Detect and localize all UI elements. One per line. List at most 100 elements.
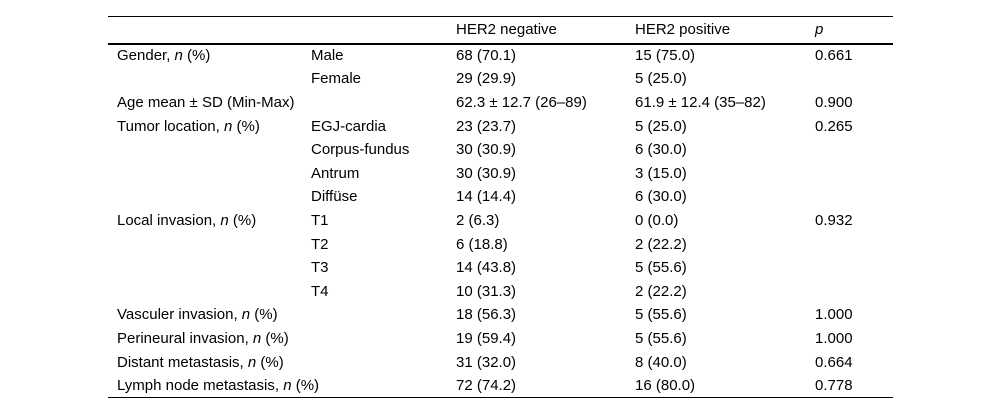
her2-positive-cell: 8 (40.0) [635, 353, 687, 371]
sub-label-cell: Male [311, 47, 344, 65]
her2-negative-cell: 2 (6.3) [456, 211, 500, 229]
p-value-cell [815, 138, 893, 162]
table-row: T4 10 (31.3) 2 (22.2) [108, 279, 893, 303]
row-label-suffix: (%) [182, 47, 211, 65]
table-row: Diffüse 14 (14.4) 6 (30.0) [108, 185, 893, 209]
row-label-text: Vasculer invasion, [117, 306, 242, 324]
her2-negative-cell: 10 (31.3) [456, 282, 517, 300]
row-label-suffix: (%) [261, 329, 289, 347]
row-label-suffix: (%) [232, 117, 260, 135]
sub-label-cell [311, 303, 456, 327]
her2-negative-cell: 14 (43.8) [456, 259, 517, 277]
p-value-cell [815, 279, 893, 303]
row-label-cell [108, 161, 311, 185]
sub-label-cell [311, 374, 456, 398]
row-label-italic-n: n [174, 47, 183, 65]
her2-negative-cell: 62.3 ± 12.7 (26–89) [456, 93, 587, 111]
her2-negative-cell: 30 (30.9) [456, 141, 517, 159]
her2-negative-cell: 19 (59.4) [456, 329, 517, 347]
table-row: T3 14 (43.8) 5 (55.6) [108, 256, 893, 280]
her2-negative-cell: 30 (30.9) [456, 164, 517, 182]
her2-negative-cell: 29 (29.9) [456, 70, 517, 88]
row-label-cell [108, 256, 311, 280]
p-value-cell: 1.000 [815, 329, 853, 347]
row-label-text: Age mean ± SD (Min-Max) [117, 93, 295, 111]
row-label-cell: Perineural invasion, n (%) [108, 327, 311, 351]
sub-label-cell: Antrum [311, 164, 360, 182]
her2-negative-cell: 18 (56.3) [456, 306, 517, 324]
sub-label-cell: Diffüse [311, 188, 358, 206]
p-value-cell [815, 67, 893, 91]
table-row: Corpus-fundus 30 (30.9) 6 (30.0) [108, 138, 893, 162]
table-row: Distant metastasis, n (%) 31 (32.0) 8 (4… [108, 350, 893, 374]
row-label-cell: Distant metastasis, n (%) [108, 350, 311, 374]
p-value-cell: 1.000 [815, 306, 853, 324]
header-her2-positive: HER2 positive [635, 21, 731, 39]
sub-label-cell: EGJ-cardia [311, 117, 387, 135]
p-value-cell: 0.265 [815, 117, 853, 135]
row-label-cell [108, 185, 311, 209]
table-row: Vasculer invasion, n (%) 18 (56.3) 5 (55… [108, 303, 893, 327]
row-label-cell: Tumor location, n (%) [108, 114, 311, 138]
her2-positive-cell: 2 (22.2) [635, 235, 687, 253]
row-label-italic-n: n [252, 329, 262, 347]
her2-positive-cell: 61.9 ± 12.4 (35–82) [635, 93, 766, 111]
sub-label-cell [311, 91, 456, 115]
her2-positive-cell: 3 (15.0) [635, 164, 687, 182]
row-label-italic-n: n [247, 353, 257, 371]
row-label-text: Local invasion, [117, 211, 221, 229]
row-label-text: Perineural invasion, [117, 329, 253, 347]
header-p-value: p [815, 21, 824, 39]
her2-positive-cell: 5 (25.0) [635, 70, 687, 88]
table-row: Tumor location, n (%) EGJ-cardia 23 (23.… [108, 114, 893, 138]
p-value-cell: 0.661 [815, 47, 853, 65]
row-label-italic-n: n [224, 117, 233, 135]
her2-positive-cell: 6 (30.0) [635, 188, 687, 206]
p-value-cell [815, 232, 893, 256]
table-row: Age mean ± SD (Min-Max) 62.3 ± 12.7 (26–… [108, 91, 893, 115]
row-label-text: Lymph node metastasis, [117, 376, 284, 394]
her2-negative-cell: 31 (32.0) [456, 353, 517, 371]
her2-negative-cell: 68 (70.1) [456, 47, 517, 65]
sub-label-cell [311, 327, 456, 351]
row-label-suffix: (%) [256, 353, 284, 371]
her2-positive-cell: 0 (0.0) [635, 211, 679, 229]
row-label-cell: Age mean ± SD (Min-Max) [108, 91, 311, 115]
row-label-cell: Local invasion, n (%) [108, 209, 311, 233]
row-label-italic-n: n [283, 376, 292, 394]
table-row: Antrum 30 (30.9) 3 (15.0) [108, 161, 893, 185]
header-sub-label [311, 17, 456, 44]
paper-table: HER2 negative HER2 positive p Gender, n … [108, 16, 893, 398]
row-label-cell [108, 67, 311, 91]
her2-positive-cell: 5 (55.6) [635, 259, 687, 277]
row-label-cell: Lymph node metastasis, n (%) [108, 374, 319, 398]
her2-positive-cell: 6 (30.0) [635, 141, 687, 159]
p-value-cell: 0.900 [815, 93, 853, 111]
table-row: Gender, n (%) Male 68 (70.1) 15 (75.0) 0… [108, 44, 893, 68]
table-row: Local invasion, n (%) T1 2 (6.3) 0 (0.0)… [108, 209, 893, 233]
table-row: Lymph node metastasis, n (%) 72 (74.2) 1… [108, 374, 893, 398]
table-row: Female 29 (29.9) 5 (25.0) [108, 67, 893, 91]
her2-negative-cell: 23 (23.7) [456, 117, 517, 135]
her2-positive-cell: 5 (55.6) [635, 306, 687, 324]
sub-label-cell: Corpus-fundus [311, 141, 410, 159]
sub-label-cell: Female [311, 70, 362, 88]
row-label-cell [108, 279, 311, 303]
p-value-cell [815, 185, 893, 209]
p-value-cell [815, 256, 893, 280]
row-label-cell [108, 232, 311, 256]
sub-label-cell: T2 [311, 235, 329, 253]
row-label-text: Distant metastasis, [117, 353, 248, 371]
her2-negative-cell: 72 (74.2) [456, 376, 517, 394]
table-row: Perineural invasion, n (%) 19 (59.4) 5 (… [108, 327, 893, 351]
table-body: Gender, n (%) Male 68 (70.1) 15 (75.0) 0… [108, 44, 893, 398]
her2-positive-cell: 16 (80.0) [635, 376, 696, 394]
row-label-text: Gender, [117, 47, 175, 65]
her2-negative-cell: 6 (18.8) [456, 235, 508, 253]
her2-positive-cell: 2 (22.2) [635, 282, 687, 300]
sub-label-cell: T4 [311, 282, 329, 300]
her2-positive-cell: 5 (55.6) [635, 329, 687, 347]
table-row: T2 6 (18.8) 2 (22.2) [108, 232, 893, 256]
her2-positive-cell: 5 (25.0) [635, 117, 687, 135]
p-value-cell: 0.778 [815, 376, 853, 394]
